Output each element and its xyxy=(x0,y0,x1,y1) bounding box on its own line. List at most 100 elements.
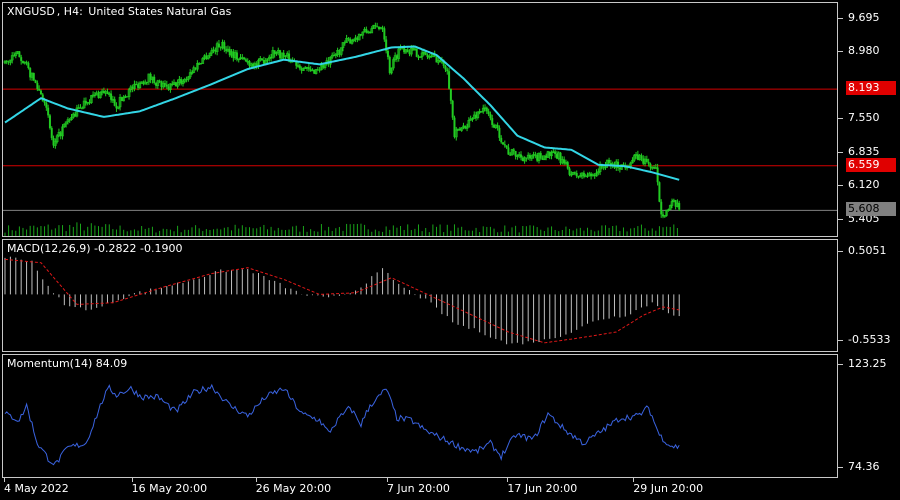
candle-body xyxy=(395,55,398,59)
candle-body xyxy=(169,83,172,90)
candle-body xyxy=(632,155,636,161)
candle-body xyxy=(334,54,338,56)
candle-body xyxy=(510,149,514,156)
candle-body xyxy=(21,61,24,63)
candle-body xyxy=(361,31,365,36)
macd-chart[interactable] xyxy=(3,240,838,352)
symbol-timeframe: H4: xyxy=(63,5,83,18)
candle-body xyxy=(545,155,548,158)
candle-body xyxy=(467,119,471,128)
candle-body xyxy=(662,214,665,217)
candle-body xyxy=(465,126,469,129)
symbol-header: XNGUSD, H4: United States Natural Gas xyxy=(7,5,232,18)
candle-body xyxy=(376,26,379,28)
candle-body xyxy=(131,86,134,89)
candle-body xyxy=(59,132,62,136)
candle-body xyxy=(201,58,205,64)
candle-body xyxy=(383,28,386,40)
price-tick-label: 7.550 xyxy=(838,111,880,125)
candle-body xyxy=(295,61,298,66)
candle-body xyxy=(636,154,639,160)
candle-body xyxy=(668,205,672,210)
candle-body xyxy=(575,173,578,177)
candle-body xyxy=(493,124,496,128)
candle-body xyxy=(284,55,287,58)
candle-body xyxy=(271,50,275,59)
time-axis[interactable]: 4 May 2022 16 May 20:00 26 May 20:00 7 Jun … xyxy=(2,478,838,500)
candle-body xyxy=(34,80,37,83)
candle-body xyxy=(485,107,488,112)
symbol-name: United States Natural Gas xyxy=(88,5,232,18)
price-tick-label: 6.835 xyxy=(838,144,880,158)
candle-body xyxy=(244,59,247,62)
candle-body xyxy=(586,175,589,177)
candle-body xyxy=(410,47,413,55)
macd-axis[interactable]: 0.5051 -0.5533 xyxy=(837,239,900,352)
candle-body xyxy=(458,128,461,131)
momentum-pane[interactable]: Momentum(14) 84.09 xyxy=(2,354,838,478)
candle-body xyxy=(18,51,21,58)
candle-body xyxy=(5,60,8,62)
candle-body xyxy=(122,96,125,102)
candle-body xyxy=(541,157,544,160)
price-pane[interactable]: XNGUSD, H4: United States Natural Gas xyxy=(2,2,838,237)
candle-body xyxy=(183,78,187,82)
candle-body xyxy=(480,110,483,113)
bid-price-tag[interactable]: 5.608 xyxy=(846,202,896,217)
candle-body xyxy=(171,83,174,85)
level-price-tag[interactable]: 8.193 xyxy=(846,81,896,96)
candle-body xyxy=(563,159,566,164)
momentum-chart[interactable] xyxy=(3,355,838,478)
candle-body xyxy=(54,141,57,146)
candle-body xyxy=(333,55,336,57)
candle-body xyxy=(138,83,142,89)
candle-body xyxy=(388,56,391,73)
candle-body xyxy=(237,58,241,61)
candle-body xyxy=(52,138,55,146)
momentum-line xyxy=(4,383,680,466)
candle-body xyxy=(419,56,422,58)
candle-body xyxy=(338,50,341,55)
candle-body xyxy=(174,82,177,87)
level-price-tag[interactable]: 6.559 xyxy=(846,157,896,172)
macd-tick-label: 0.5051 xyxy=(838,244,887,258)
candle-body xyxy=(667,209,670,211)
candle-body xyxy=(645,158,648,162)
price-chart[interactable] xyxy=(3,3,838,237)
candle-body xyxy=(228,49,231,56)
candle-body xyxy=(196,63,199,70)
macd-pane[interactable]: MACD(12,26,9) -0.2822 -0.1900 xyxy=(2,239,838,352)
candle-body xyxy=(536,155,539,161)
candle-body xyxy=(451,100,454,118)
price-tick-label: 6.120 xyxy=(838,178,880,192)
candle-body xyxy=(539,153,542,158)
candle-body xyxy=(215,43,219,52)
candle-body xyxy=(288,53,291,62)
candle-body xyxy=(185,79,188,81)
candle-body xyxy=(406,49,409,53)
candle-body xyxy=(79,107,82,109)
price-axis[interactable]: 9.695 8.980 7.550 6.835 6.120 5.405 8.193 6.559… xyxy=(838,2,900,237)
candle-body xyxy=(408,52,411,55)
candle-body xyxy=(426,54,429,58)
candle-body xyxy=(534,154,537,156)
candle-body xyxy=(232,51,235,58)
candle-body xyxy=(187,76,190,80)
candle-body xyxy=(530,155,534,159)
candle-body xyxy=(519,154,522,158)
candle-body xyxy=(205,55,208,59)
candle-body xyxy=(593,174,596,176)
candle-body xyxy=(14,53,18,56)
candle-body xyxy=(74,114,77,117)
candle-body xyxy=(631,159,634,164)
momentum-axis[interactable]: 123.25 74.36 xyxy=(838,354,900,478)
candle-body xyxy=(302,67,305,71)
candle-body xyxy=(32,73,35,81)
candle-body xyxy=(106,91,109,94)
candle-body xyxy=(435,56,438,63)
candle-body xyxy=(208,52,212,57)
price-tick-label: 8.980 xyxy=(838,44,880,58)
candle-body xyxy=(600,164,603,168)
time-tick-label: 17 Jun 20:00 xyxy=(507,478,578,495)
